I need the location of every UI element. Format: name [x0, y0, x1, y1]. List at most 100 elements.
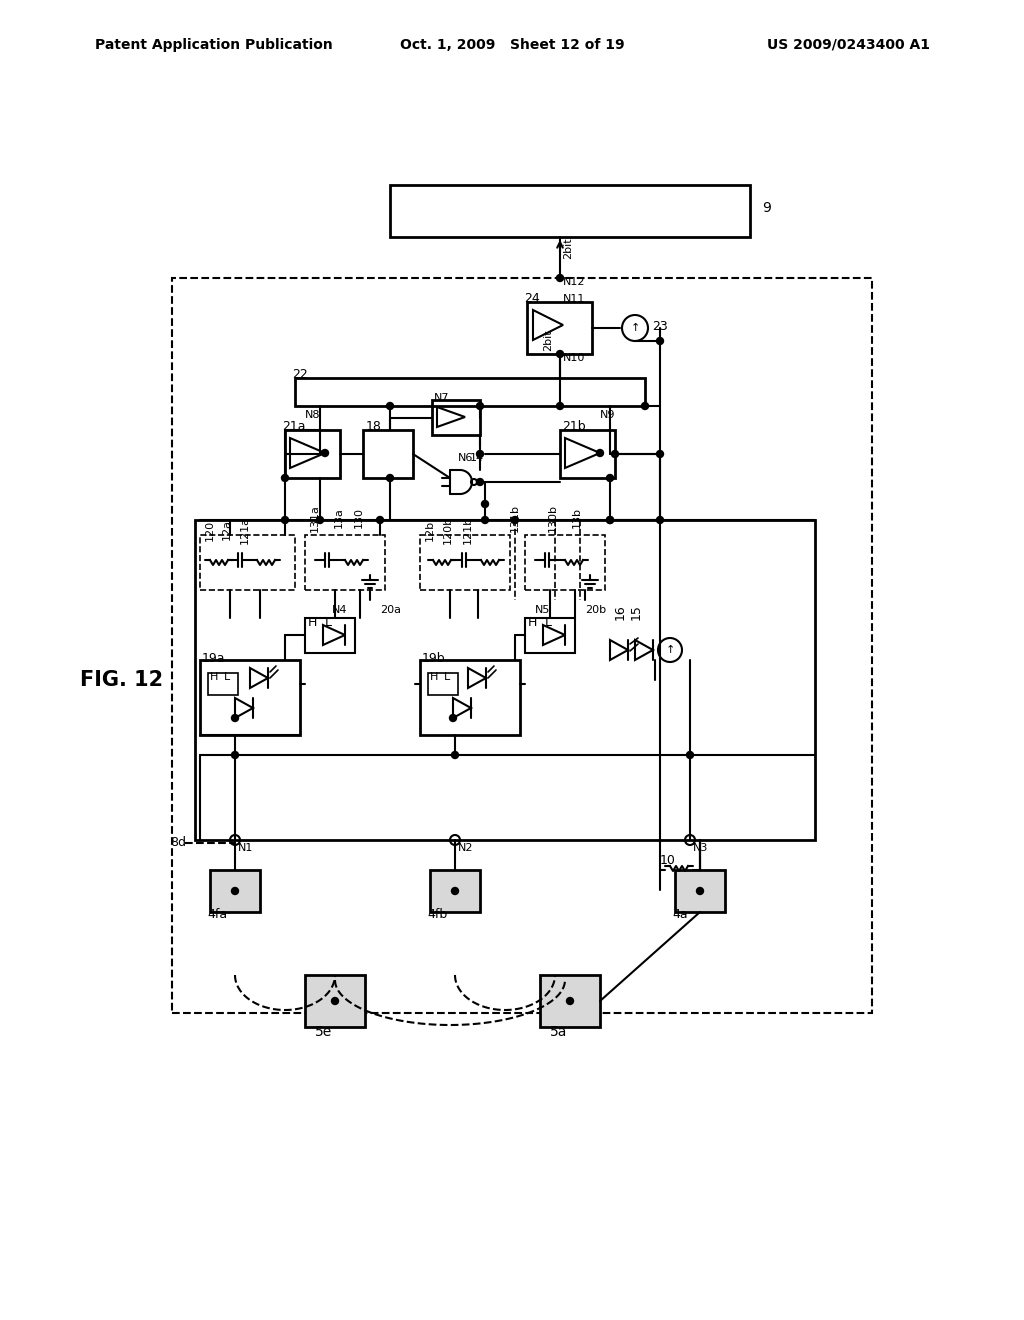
- Bar: [210, 870, 260, 912]
- Text: 121b: 121b: [463, 516, 473, 544]
- Bar: [305, 618, 355, 653]
- Bar: [362, 430, 413, 478]
- Bar: [560, 430, 615, 478]
- Text: L: L: [444, 672, 451, 682]
- Bar: [295, 378, 645, 407]
- Text: FIG. 12: FIG. 12: [80, 671, 163, 690]
- Text: N10: N10: [563, 352, 586, 363]
- Circle shape: [641, 403, 648, 409]
- Circle shape: [656, 516, 664, 524]
- Circle shape: [556, 403, 563, 409]
- Text: L: L: [224, 672, 230, 682]
- Circle shape: [231, 714, 239, 722]
- Text: 10: 10: [660, 854, 676, 866]
- Text: 131a: 131a: [310, 504, 319, 532]
- Circle shape: [332, 998, 339, 1005]
- Circle shape: [452, 751, 459, 759]
- Circle shape: [452, 887, 459, 895]
- Text: 18: 18: [366, 421, 382, 433]
- Text: 5e: 5e: [315, 1026, 332, 1039]
- Text: 12b: 12b: [425, 520, 435, 541]
- Text: N3: N3: [693, 843, 709, 853]
- Text: 4fa: 4fa: [207, 908, 227, 921]
- Text: N7: N7: [434, 393, 450, 403]
- Bar: [305, 535, 385, 590]
- Circle shape: [606, 474, 613, 482]
- Text: 120b: 120b: [443, 516, 453, 544]
- Circle shape: [476, 450, 483, 458]
- Text: 121a: 121a: [240, 516, 250, 544]
- Bar: [305, 975, 365, 1027]
- Text: 130b: 130b: [548, 504, 558, 532]
- Circle shape: [597, 450, 603, 457]
- Circle shape: [282, 474, 289, 482]
- Text: 21a: 21a: [282, 421, 305, 433]
- Circle shape: [377, 516, 384, 524]
- Circle shape: [606, 516, 613, 524]
- Bar: [527, 302, 592, 354]
- Text: H: H: [308, 615, 317, 628]
- Bar: [390, 185, 750, 238]
- Text: N1: N1: [238, 843, 253, 853]
- Circle shape: [512, 516, 518, 524]
- Text: 19a: 19a: [202, 652, 225, 664]
- Text: 120: 120: [205, 520, 215, 541]
- Bar: [208, 673, 238, 696]
- Text: L: L: [545, 615, 552, 628]
- Circle shape: [656, 450, 664, 458]
- Text: L: L: [325, 615, 332, 628]
- Bar: [540, 975, 600, 1027]
- Text: 22: 22: [292, 368, 308, 381]
- Circle shape: [476, 479, 483, 486]
- Circle shape: [231, 751, 239, 759]
- Bar: [432, 400, 480, 436]
- Text: US 2009/0243400 A1: US 2009/0243400 A1: [767, 38, 930, 51]
- Bar: [285, 430, 340, 478]
- Bar: [675, 870, 725, 912]
- Circle shape: [322, 450, 329, 457]
- Circle shape: [450, 714, 457, 722]
- Bar: [430, 870, 480, 912]
- Bar: [428, 673, 458, 696]
- Text: 8d: 8d: [170, 837, 186, 850]
- Bar: [200, 660, 300, 735]
- Circle shape: [231, 887, 239, 895]
- Text: 4a: 4a: [672, 908, 688, 921]
- Text: N8: N8: [305, 411, 321, 420]
- Bar: [172, 279, 872, 1012]
- Text: H: H: [528, 615, 538, 628]
- Text: 130: 130: [354, 507, 364, 528]
- Text: Oct. 1, 2009   Sheet 12 of 19: Oct. 1, 2009 Sheet 12 of 19: [399, 38, 625, 51]
- Circle shape: [686, 751, 693, 759]
- Bar: [200, 535, 295, 590]
- Circle shape: [476, 403, 483, 409]
- Text: 20b: 20b: [585, 605, 606, 615]
- Text: 131b: 131b: [510, 504, 520, 532]
- Circle shape: [611, 450, 618, 458]
- Text: N2: N2: [458, 843, 473, 853]
- Text: 20a: 20a: [380, 605, 401, 615]
- Circle shape: [556, 351, 563, 358]
- Text: N6: N6: [458, 453, 473, 463]
- Circle shape: [481, 500, 488, 507]
- Circle shape: [316, 516, 324, 524]
- Text: 5a: 5a: [550, 1026, 567, 1039]
- Circle shape: [606, 516, 613, 524]
- Text: 13a: 13a: [334, 508, 344, 528]
- Text: 12a: 12a: [222, 520, 232, 540]
- Text: 23: 23: [652, 321, 668, 334]
- Circle shape: [282, 516, 289, 524]
- Text: N5: N5: [535, 605, 550, 615]
- Text: 16: 16: [614, 605, 627, 620]
- Text: 2bit: 2bit: [563, 238, 573, 259]
- Text: Patent Application Publication: Patent Application Publication: [95, 38, 333, 51]
- Bar: [525, 535, 605, 590]
- Text: ↑: ↑: [631, 323, 640, 333]
- Circle shape: [556, 275, 563, 281]
- Text: 21b: 21b: [562, 421, 586, 433]
- Text: H: H: [210, 672, 218, 682]
- Text: 19b: 19b: [422, 652, 445, 664]
- Text: N9: N9: [600, 411, 615, 420]
- Text: N4: N4: [332, 605, 347, 615]
- Circle shape: [566, 998, 573, 1005]
